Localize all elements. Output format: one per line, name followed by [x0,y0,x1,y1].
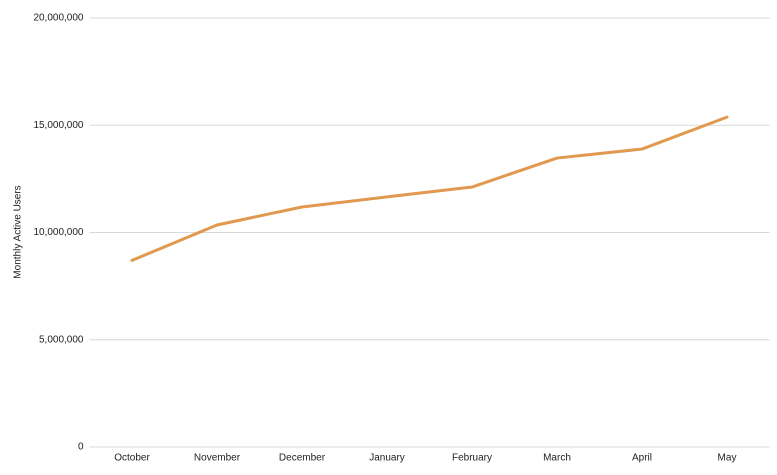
y-axis-label: Monthly Active Users [13,185,24,278]
x-tick-label: May [718,453,737,464]
x-tick-label: October [114,453,150,464]
y-tick-label: 15,000,000 [33,120,83,131]
x-tick-label: December [279,453,326,464]
y-tick-label: 20,000,000 [33,13,83,24]
data-line [130,115,729,262]
y-tick-label: 10,000,000 [33,227,83,238]
x-tick-label: March [543,453,571,464]
x-tick-label: April [632,453,652,464]
x-tick-label: January [369,453,405,464]
y-tick-label: 0 [78,442,84,453]
y-tick-label: 5,000,000 [39,334,84,345]
x-tick-label: February [452,453,492,464]
x-tick-label: November [194,453,241,464]
